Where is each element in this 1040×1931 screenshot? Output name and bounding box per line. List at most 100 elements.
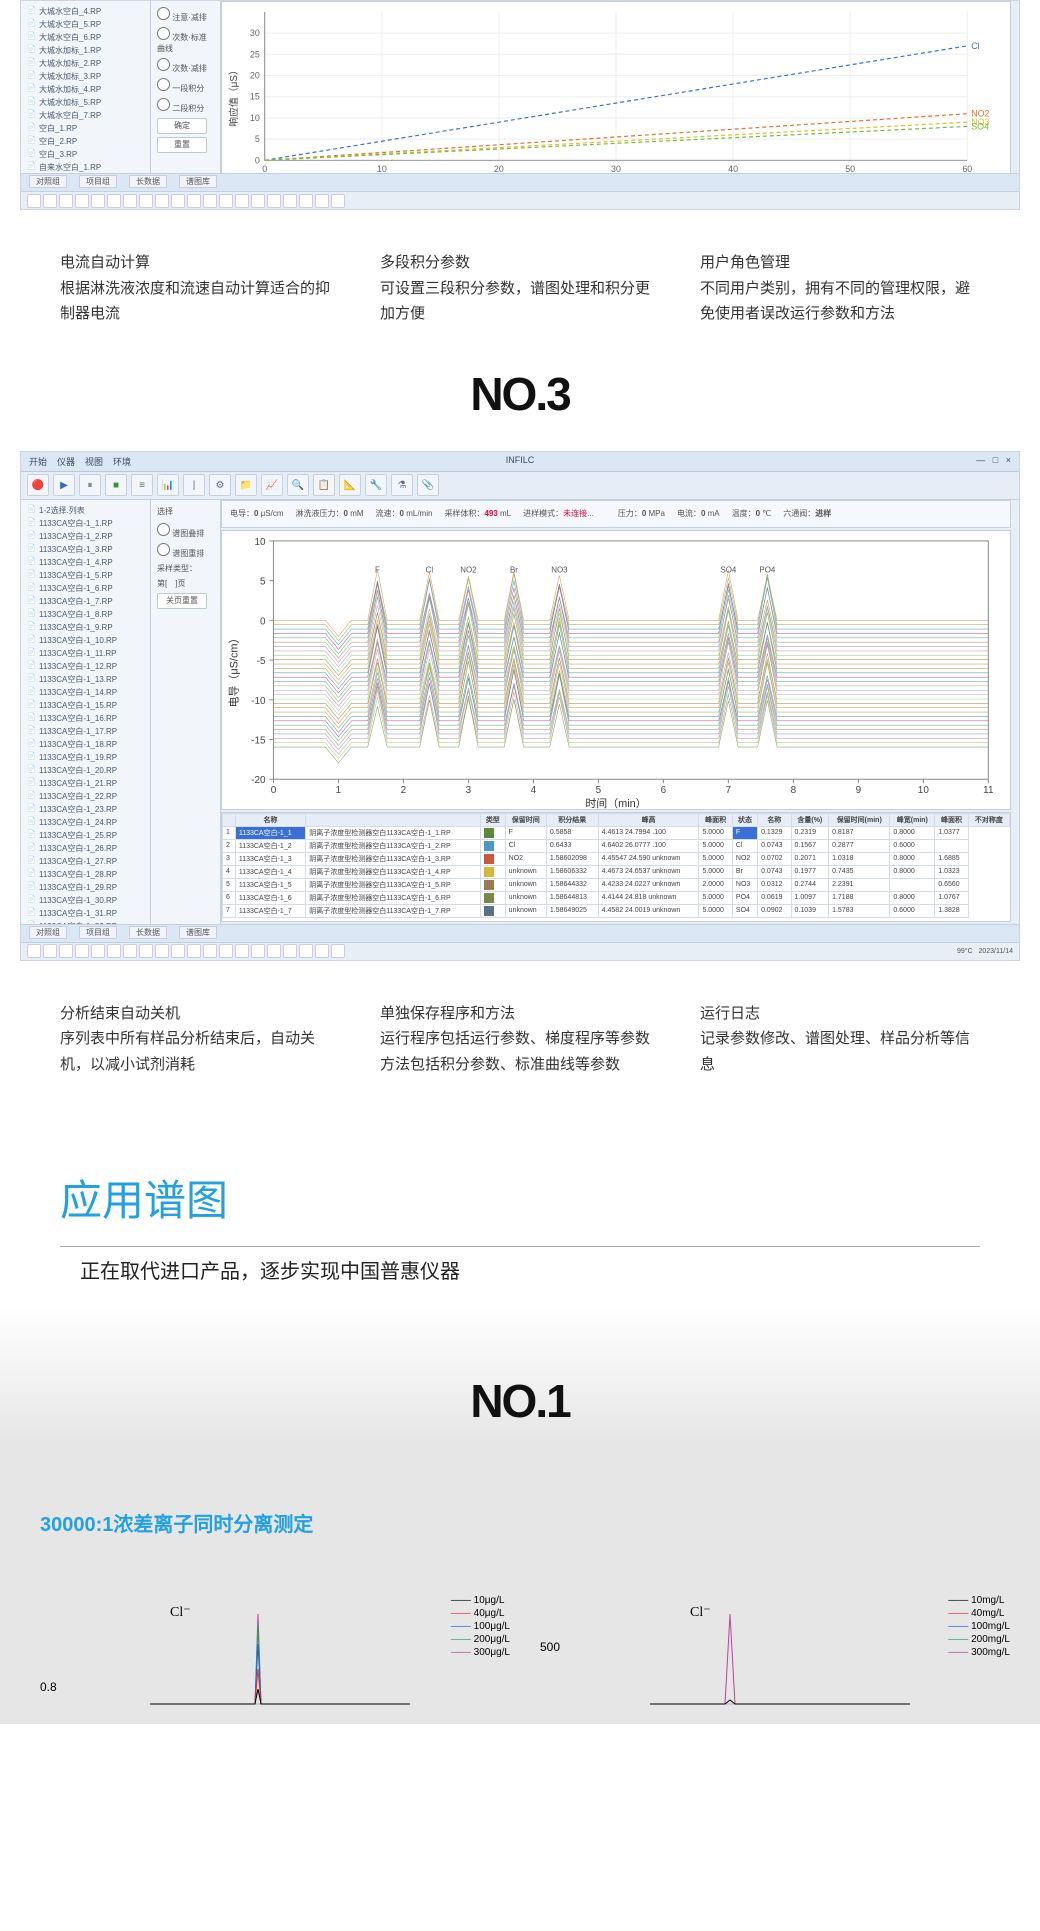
tray-icon[interactable] — [171, 944, 185, 958]
file-item[interactable]: 大城水空白_5.RP — [25, 18, 146, 31]
tray-icon[interactable] — [123, 194, 137, 208]
tray-icon[interactable] — [219, 194, 233, 208]
file-item[interactable]: 1133CA空白-1_9.RP — [25, 621, 146, 634]
file-item[interactable]: 大城水空白_7.RP — [25, 109, 146, 122]
tray-icon[interactable] — [267, 194, 281, 208]
file-item[interactable]: 1133CA空白-1_19.RP — [25, 751, 146, 764]
tray-icon[interactable] — [219, 944, 233, 958]
toolbar-button[interactable]: 📐 — [339, 474, 361, 496]
tray-icon[interactable] — [59, 944, 73, 958]
file-item[interactable]: 1133CA空白-1_22.RP — [25, 790, 146, 803]
toolbar-button[interactable]: 🔴 — [27, 474, 49, 496]
tray-icon[interactable] — [203, 944, 217, 958]
tray-icon[interactable] — [75, 944, 89, 958]
file-item[interactable]: 1133CA空白-1_7.RP — [25, 595, 146, 608]
file-item[interactable]: 1133CA空白-1_17.RP — [25, 725, 146, 738]
tray-icon[interactable] — [91, 944, 105, 958]
file-item[interactable]: 1133CA空白-1_14.RP — [25, 686, 146, 699]
file-item[interactable]: 1133CA空白-1_30.RP — [25, 894, 146, 907]
tray-icon[interactable] — [267, 944, 281, 958]
tray-icon[interactable] — [251, 194, 265, 208]
file-item[interactable]: 1133CA空白-1_3.RP — [25, 543, 146, 556]
tray-icon[interactable] — [123, 944, 137, 958]
file-item[interactable]: 1133CA空白-1_21.RP — [25, 777, 146, 790]
toolbar-button[interactable]: 🔧 — [365, 474, 387, 496]
tray-icon[interactable] — [139, 944, 153, 958]
toolbar-button[interactable]: 📊 — [157, 474, 179, 496]
overlay-radio[interactable] — [157, 523, 170, 536]
file-item[interactable]: 1133CA空白-1_31.RP — [25, 907, 146, 920]
file-item[interactable]: 1133CA空白-1_4.RP — [25, 556, 146, 569]
tab[interactable]: 长数据 — [129, 926, 167, 939]
toolbar-button[interactable]: ≡ — [131, 474, 153, 496]
tray-icon[interactable] — [107, 194, 121, 208]
file-item[interactable]: 空白_3.RP — [25, 148, 146, 161]
file-item[interactable]: 1133CA空白-1_11.RP — [25, 647, 146, 660]
tab[interactable]: 长数据 — [129, 175, 167, 188]
toolbar-button[interactable]: ⏸ — [79, 474, 101, 496]
tray-icon[interactable] — [203, 194, 217, 208]
tray-icon[interactable] — [171, 194, 185, 208]
file-item[interactable]: 1133CA空白-1_2.RP — [25, 530, 146, 543]
tray-icon[interactable] — [331, 944, 345, 958]
opt-radio[interactable] — [157, 98, 170, 111]
toolbar-button[interactable]: ⚗ — [391, 474, 413, 496]
reset-button[interactable]: 重置 — [157, 137, 207, 153]
tray-icon[interactable] — [315, 194, 329, 208]
file-item[interactable]: 大城水加标_2.RP — [25, 57, 146, 70]
tray-icon[interactable] — [187, 194, 201, 208]
toolbar-button[interactable]: | — [183, 474, 205, 496]
tray-icon[interactable] — [43, 944, 57, 958]
tray-icon[interactable] — [315, 944, 329, 958]
tray-icon[interactable] — [155, 194, 169, 208]
file-item[interactable]: 1-2选择.列表 — [25, 504, 146, 517]
tab[interactable]: 谱图库 — [179, 926, 217, 939]
tray-icon[interactable] — [187, 944, 201, 958]
file-item[interactable]: 1133CA空白-1_25.RP — [25, 829, 146, 842]
tray-icon[interactable] — [43, 194, 57, 208]
opt-radio[interactable] — [157, 27, 170, 40]
tray-icon[interactable] — [91, 194, 105, 208]
file-item[interactable]: 1133CA空白-1_26.RP — [25, 842, 146, 855]
tray-icon[interactable] — [235, 944, 249, 958]
file-item[interactable]: 1133CA空白-1_20.RP — [25, 764, 146, 777]
file-item[interactable]: 1133CA空白-1_28.RP — [25, 868, 146, 881]
tray-icon[interactable] — [139, 194, 153, 208]
toolbar-button[interactable]: 📎 — [417, 474, 439, 496]
file-item[interactable]: 大城水空白_4.RP — [25, 5, 146, 18]
toolbar-button[interactable]: 📈 — [261, 474, 283, 496]
file-item[interactable]: 1133CA空白-1_16.RP — [25, 712, 146, 725]
file-item[interactable]: 大城水加标_1.RP — [25, 44, 146, 57]
tab[interactable]: 对照组 — [29, 175, 67, 188]
toolbar-button[interactable]: ⚙ — [209, 474, 231, 496]
tray-icon[interactable] — [75, 194, 89, 208]
toolbar-button[interactable]: ▶ — [53, 474, 75, 496]
file-item[interactable]: 空白_2.RP — [25, 135, 146, 148]
file-item[interactable]: 大城水空白_6.RP — [25, 31, 146, 44]
file-item[interactable]: 1133CA空白-1_18.RP — [25, 738, 146, 751]
tray-icon[interactable] — [59, 194, 73, 208]
tray-icon[interactable] — [155, 944, 169, 958]
tray-icon[interactable] — [27, 944, 41, 958]
opt-radio[interactable] — [157, 7, 170, 20]
toolbar-button[interactable]: ■ — [105, 474, 127, 496]
tray-icon[interactable] — [299, 194, 313, 208]
file-item[interactable]: 1133CA空白-1_10.RP — [25, 634, 146, 647]
file-item[interactable]: 大城水加标_3.RP — [25, 70, 146, 83]
menu-item[interactable]: 视图 — [85, 457, 103, 467]
file-item[interactable]: 1133CA空白-1_13.RP — [25, 673, 146, 686]
file-item[interactable]: 1133CA空白-1_24.RP — [25, 816, 146, 829]
file-item[interactable]: 1133CA空白-1_29.RP — [25, 881, 146, 894]
tab[interactable]: 谱图库 — [179, 175, 217, 188]
tray-icon[interactable] — [283, 944, 297, 958]
file-item[interactable]: 1133CA空白-1_23.RP — [25, 803, 146, 816]
tray-icon[interactable] — [27, 194, 41, 208]
file-item[interactable]: 1133CA空白-1_8.RP — [25, 608, 146, 621]
toolbar-button[interactable]: 🔍 — [287, 474, 309, 496]
tray-icon[interactable] — [299, 944, 313, 958]
file-item[interactable]: 1133CA空白-1_5.RP — [25, 569, 146, 582]
toolbar-button[interactable]: 📋 — [313, 474, 335, 496]
file-item[interactable]: 大城水加标_4.RP — [25, 83, 146, 96]
file-item[interactable]: 空白_1.RP — [25, 122, 146, 135]
opt-radio[interactable] — [157, 78, 170, 91]
